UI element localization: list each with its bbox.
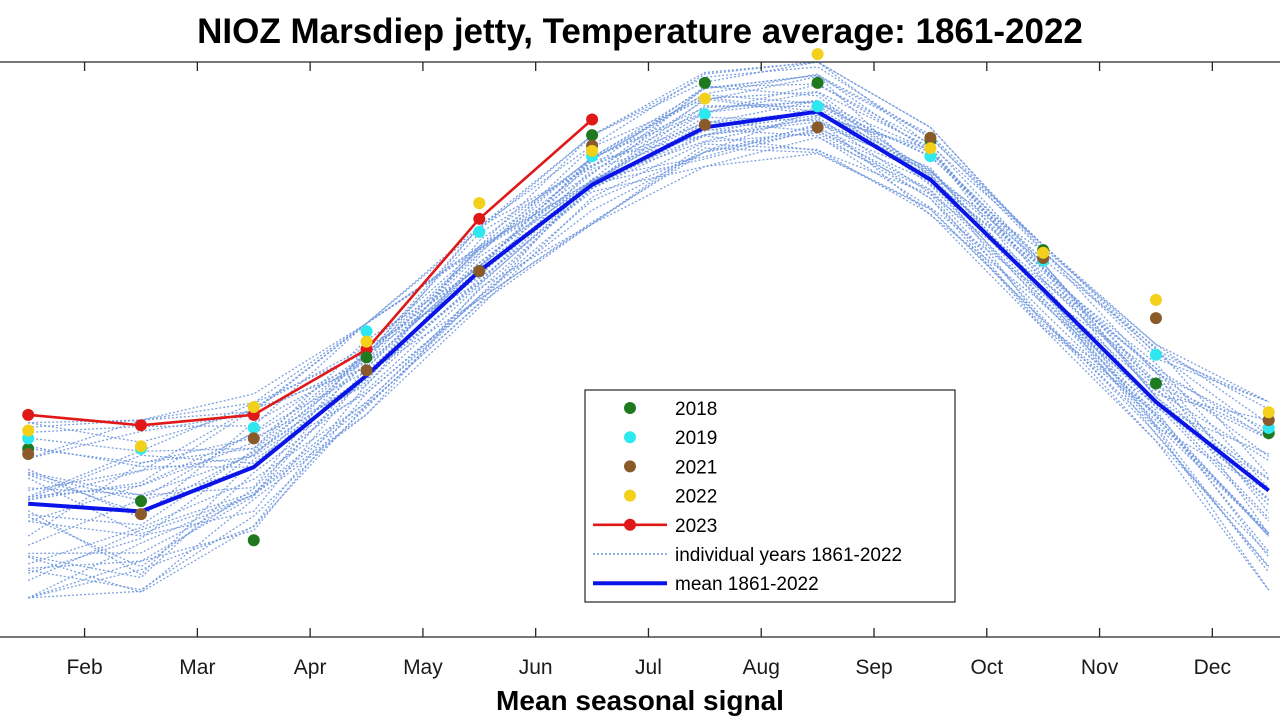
legend-label: 2023: [675, 516, 717, 537]
marker-2022: [698, 92, 711, 105]
individual-year-line: [28, 128, 1270, 591]
marker-2018: [811, 76, 824, 89]
marker-2021: [247, 432, 260, 445]
individual-year-line: [28, 136, 1270, 593]
marker-2018: [698, 76, 711, 89]
tick-label: Mar: [179, 656, 215, 679]
series-2023-group: [22, 113, 599, 432]
marker-2019: [811, 100, 824, 113]
tick-label: Jun: [519, 656, 553, 679]
legend-marker: [624, 402, 636, 414]
individual-year-line: [28, 83, 1269, 501]
tick-label: Dec: [1194, 656, 1231, 679]
individual-year-line: [27, 128, 1270, 568]
tick-label: Nov: [1081, 656, 1119, 679]
axes-frame: [0, 61, 1280, 638]
legend-box: [584, 389, 956, 603]
individual-year-line: [28, 101, 1270, 491]
legend-marker: [624, 518, 636, 531]
marker-2019: [360, 325, 373, 338]
individual-year-line: [28, 61, 1269, 434]
marker-2022: [1262, 406, 1275, 419]
marker-2018: [247, 534, 260, 547]
marker-2018: [1149, 377, 1162, 390]
marker-2019: [473, 225, 486, 238]
marker-2019: [1149, 348, 1162, 361]
individual-year-line: [28, 120, 1270, 574]
individual-year-line: [28, 74, 1269, 443]
marker-2022: [360, 335, 373, 348]
individual-year-line: [28, 106, 1270, 500]
marker-2022: [134, 440, 147, 453]
individual-year-line: [28, 96, 1270, 492]
individual-year-line: [28, 123, 1270, 573]
legend-label: mean 1861-2022: [675, 574, 819, 595]
legend-marker: [624, 431, 636, 444]
marker-2022: [1149, 293, 1162, 306]
marker-2021: [473, 265, 486, 278]
marker-2022: [473, 197, 486, 210]
tick-label: Sep: [855, 656, 892, 679]
tick-label: Feb: [66, 656, 102, 679]
marker-2022: [247, 401, 260, 413]
individual-year-line: [28, 147, 1270, 599]
tick-label: Jul: [635, 656, 662, 679]
marker-2023: [586, 113, 599, 126]
legend-marker: [624, 460, 636, 473]
marker-2022: [924, 142, 937, 155]
marker-2022: [586, 144, 599, 157]
individual-year-line: [28, 66, 1270, 425]
marker-2021: [924, 131, 937, 144]
legend-label: 2021: [675, 457, 717, 478]
marker-2021: [360, 364, 373, 377]
marker-2021: [698, 118, 711, 131]
legend: 2018 2019 2021 2022 2023 individual years 186…: [584, 389, 956, 603]
tick-label: May: [403, 656, 443, 679]
marker-2021: [1149, 312, 1162, 325]
x-ticks: Feb Mar Apr May Jun Jul Aug Sep Oct Nov Dec: [66, 62, 1231, 679]
individual-year-line: [27, 114, 1269, 514]
individual-year-line: [27, 132, 1270, 599]
marker-2018: [360, 351, 373, 364]
individual-year-line: [28, 125, 1270, 537]
tick-label: Aug: [743, 656, 780, 679]
marker-2021: [22, 448, 35, 461]
marker-2018: [134, 495, 147, 508]
marker-2021: [811, 121, 824, 134]
legend-label: 2019: [675, 428, 717, 449]
x-axis-label: Mean seasonal signal: [496, 685, 784, 716]
individual-year-line: [27, 152, 1270, 599]
individual-year-line: [28, 83, 1270, 460]
legend-marker: [624, 489, 636, 502]
marker-2023: [22, 408, 35, 421]
marker-2023: [134, 419, 147, 432]
marker-2023: [473, 212, 486, 225]
marker-2022: [811, 48, 824, 61]
individual-year-line: [28, 61, 1269, 464]
individual-year-line: [27, 85, 1270, 519]
marker-2022: [22, 424, 35, 437]
legend-label: 2018: [675, 399, 717, 420]
tick-label: Apr: [294, 656, 327, 679]
individual-year-line: [28, 94, 1270, 496]
legend-label: individual years 1861-2022: [675, 545, 902, 566]
tick-label: Oct: [970, 656, 1003, 679]
chart-title: NIOZ Marsdiep jetty, Temperature average…: [197, 12, 1083, 51]
individual-year-line: [28, 100, 1270, 498]
marker-2019: [247, 421, 260, 434]
marker-2018: [586, 129, 599, 142]
yearly-markers-group: [22, 48, 1275, 547]
mean-line-group: [28, 109, 1270, 514]
marker-2021: [134, 508, 147, 521]
marker-2019: [698, 108, 711, 121]
individual-year-line: [28, 75, 1270, 437]
mean-line: [28, 109, 1270, 514]
series-2023-line: [28, 118, 593, 427]
legend-label: 2022: [675, 487, 717, 508]
individual-year-line: [28, 98, 1269, 501]
individual-year-line: [28, 105, 1270, 535]
marker-2022: [1037, 246, 1050, 259]
